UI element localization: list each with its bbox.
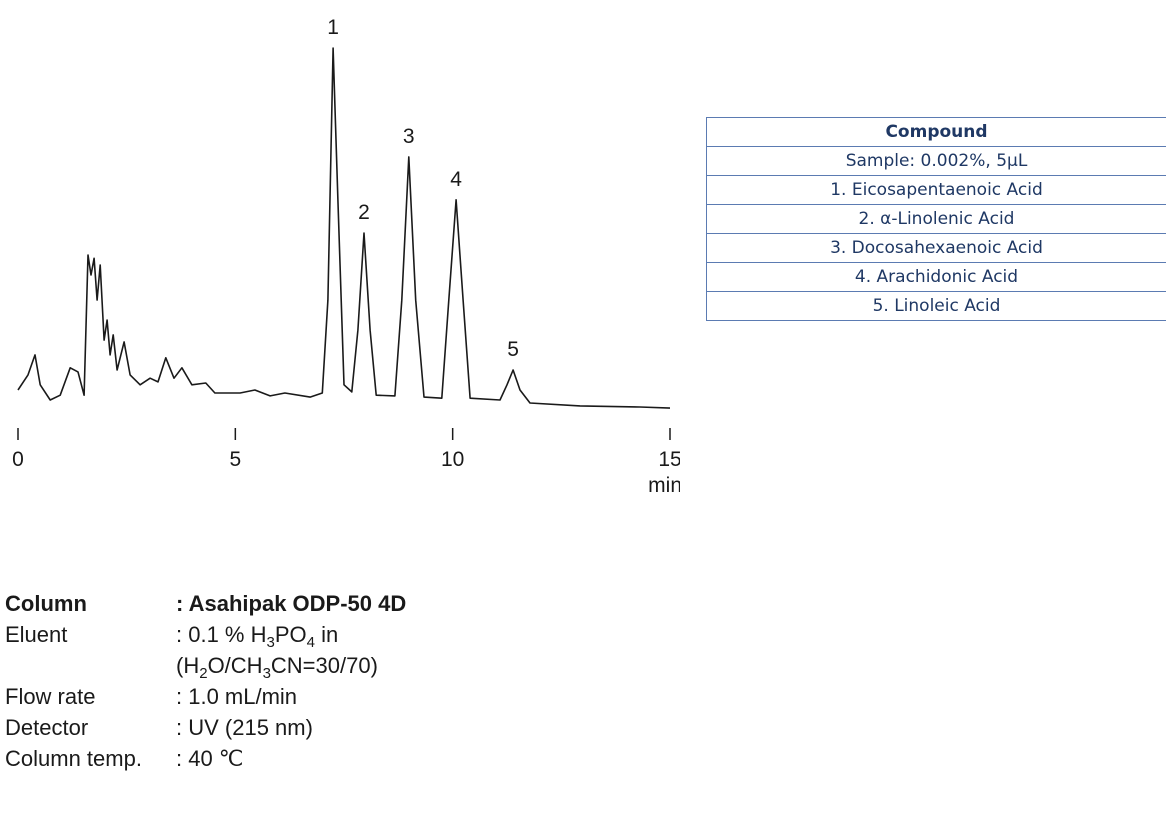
condition-value: (H2O/CH3CN=30/70) xyxy=(176,650,378,681)
text-segment: (H xyxy=(176,653,200,678)
subscript: 3 xyxy=(262,665,271,682)
table-cell: 3. Docosahexaenoic Acid xyxy=(706,233,1166,263)
text-segment: : 0.1 % H xyxy=(176,622,267,647)
text-segment: : 1.0 mL/min xyxy=(176,684,298,709)
table-header: Compound xyxy=(706,117,1166,147)
text-segment: CN=30/70) xyxy=(270,653,378,678)
condition-row: Column : Asahipak ODP-50 4D xyxy=(5,588,406,619)
condition-label: Flow rate xyxy=(5,684,96,709)
text-segment: : 40 ℃ xyxy=(176,746,244,771)
table-cell: 4. Arachidonic Acid xyxy=(706,262,1166,292)
condition-row: Flow rate : 1.0 mL/min xyxy=(5,681,406,712)
condition-row: Column temp. : 40 ℃ xyxy=(5,743,406,774)
text-segment: PO xyxy=(274,622,307,647)
condition-value: : UV (215 nm) xyxy=(176,712,313,743)
table-row: Sample: 0.002%, 5µL xyxy=(706,146,1166,176)
condition-label: Column xyxy=(5,591,87,616)
condition-value: : 40 ℃ xyxy=(176,743,244,774)
peak-label: 2 xyxy=(358,201,370,224)
condition-label xyxy=(5,650,176,681)
condition-label: Column temp. xyxy=(5,746,142,771)
x-axis-label: min xyxy=(648,474,680,497)
text-segment: O/CH xyxy=(207,653,263,678)
text-segment: : UV (215 nm) xyxy=(176,715,313,740)
x-tick-label: 10 xyxy=(441,448,464,471)
condition-value: : 1.0 mL/min xyxy=(176,681,297,712)
table-row: 4. Arachidonic Acid xyxy=(706,262,1166,292)
condition-row: Detector : UV (215 nm) xyxy=(5,712,406,743)
chromatogram: 0 5 10 15 min 1 2 3 4 5 xyxy=(12,16,680,497)
table-row: 1. Eicosapentaenoic Acid xyxy=(706,175,1166,205)
table-cell: 2. α-Linolenic Acid xyxy=(706,204,1166,234)
peak-label: 3 xyxy=(403,125,415,148)
table-row: 5. Linoleic Acid xyxy=(706,291,1166,321)
condition-value: : 0.1 % H3PO4 in xyxy=(176,619,338,650)
table-cell: Sample: 0.002%, 5µL xyxy=(706,146,1166,176)
x-tick-label: 0 xyxy=(12,448,24,471)
compound-table: Compound Sample: 0.002%, 5µL 1. Eicosapen… xyxy=(706,117,1166,321)
text-segment: in xyxy=(314,622,339,647)
condition-label: Detector xyxy=(5,715,89,740)
peak-label: 4 xyxy=(450,168,462,191)
subscript: 3 xyxy=(266,634,275,651)
x-tick-label: 15 xyxy=(658,448,680,471)
condition-value: : Asahipak ODP-50 4D xyxy=(176,588,406,619)
table-header-row: Compound xyxy=(706,117,1166,147)
condition-label: Eluent xyxy=(5,622,68,647)
x-tick-label: 5 xyxy=(229,448,241,471)
condition-row: Eluent : 0.1 % H3PO4 in xyxy=(5,619,406,650)
text-segment: : Asahipak ODP-50 4D xyxy=(176,591,407,616)
trace xyxy=(17,47,671,409)
subscript: 2 xyxy=(199,665,208,682)
table-row: 2. α-Linolenic Acid xyxy=(706,204,1166,234)
peak-label: 5 xyxy=(507,338,519,361)
table-cell: 5. Linoleic Acid xyxy=(706,291,1166,321)
table-cell: 1. Eicosapentaenoic Acid xyxy=(706,175,1166,205)
peak-label: 1 xyxy=(327,16,339,39)
condition-row: (H2O/CH3CN=30/70) xyxy=(5,650,406,681)
table-row: 3. Docosahexaenoic Acid xyxy=(706,233,1166,263)
subscript: 4 xyxy=(306,634,315,651)
conditions: Column : Asahipak ODP-50 4D Eluent : 0.1 % … xyxy=(5,588,406,774)
